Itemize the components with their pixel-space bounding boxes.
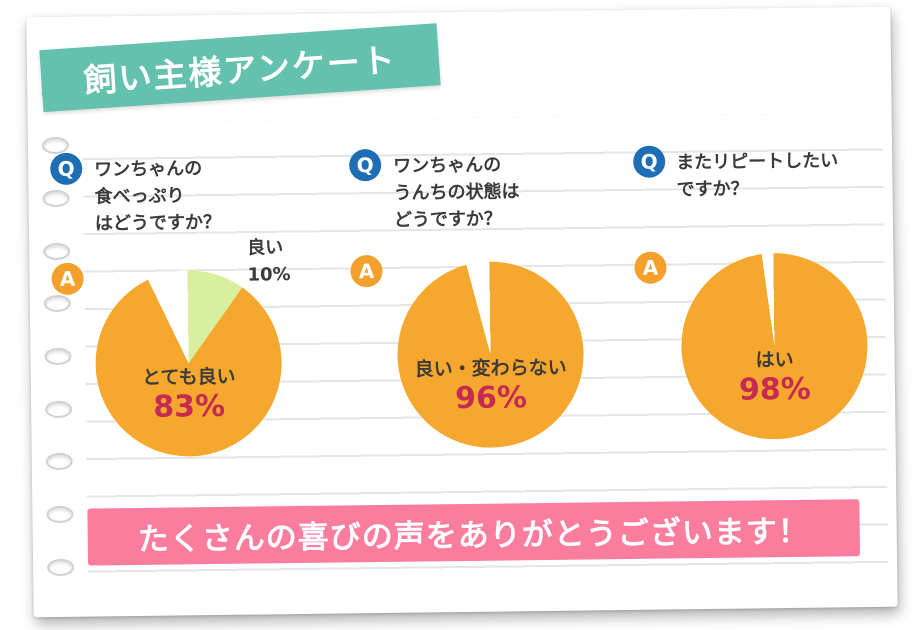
notebook-paper: 飼い主様アンケート Q ワンちゃんの 食べっぷり はどうですか？ A とても良い…	[26, 6, 898, 618]
question-text-1: ワンちゃんの 食べっぷり はどうですか？	[94, 155, 221, 238]
question-line: うんちの状態は	[393, 181, 520, 204]
pie-text: とても良い 83%	[96, 365, 283, 425]
binder-hole	[43, 242, 71, 261]
question-line: ですか？	[676, 178, 749, 201]
pie-main-percent: 96%	[454, 380, 528, 417]
pie-chart-repeat: はい 98%	[680, 252, 869, 441]
callout-percent: 10%	[247, 264, 291, 286]
binder-hole	[44, 347, 72, 366]
question-text-3: またリピートしたい ですか？	[676, 147, 839, 203]
pie-chart-eating: とても良い 83%	[94, 269, 283, 458]
page-title: 飼い主様アンケート	[82, 40, 398, 101]
binder-hole	[41, 136, 70, 155]
answer-badge-3: A	[634, 251, 667, 284]
binder-hole	[42, 189, 70, 208]
question-text-2: ワンちゃんの うんちの状態は どうですか？	[393, 151, 520, 234]
pie-main-percent: 98%	[738, 371, 812, 408]
pie-text: 良い・変わらない 96%	[398, 357, 585, 417]
question-badge-2: Q	[349, 148, 382, 182]
pie-chart-stool: 良い・変わらない 96%	[396, 260, 585, 449]
pie-main-label: はい	[755, 348, 794, 372]
binder-hole	[43, 294, 71, 313]
pie-text: はい 98%	[681, 348, 868, 408]
pie-main-percent: 83%	[153, 388, 226, 425]
answer-badge-1: A	[51, 262, 84, 296]
question-line: どうですか？	[393, 208, 502, 231]
footer-banner: たくさんの喜びの声をありがとうございます！	[87, 499, 861, 566]
question-line: はどうですか？	[94, 211, 222, 235]
question-line: 食べっぷり	[94, 185, 185, 208]
footer-text: たくさんの喜びの声をありがとうございます！	[137, 513, 810, 558]
answer-badge-2: A	[350, 254, 383, 288]
question-badge-1: Q	[50, 152, 83, 186]
binder-hole	[45, 400, 73, 419]
pie-main-label: 良い・変わらない	[414, 356, 567, 381]
pie-main-label: とても良い	[141, 365, 236, 389]
question-line: ワンちゃんの	[94, 158, 203, 181]
binder-hole	[46, 558, 75, 577]
binder-holes	[26, 7, 890, 577]
title-banner: 飼い主様アンケート	[39, 23, 441, 113]
question-badge-3: Q	[632, 145, 666, 178]
pie-callout: 良い 10%	[247, 234, 291, 289]
binder-hole	[45, 452, 73, 471]
callout-label: 良い	[247, 237, 284, 259]
question-line: ワンちゃんの	[393, 154, 502, 177]
question-line: またリピートしたい	[676, 150, 839, 174]
binder-hole	[46, 505, 74, 524]
